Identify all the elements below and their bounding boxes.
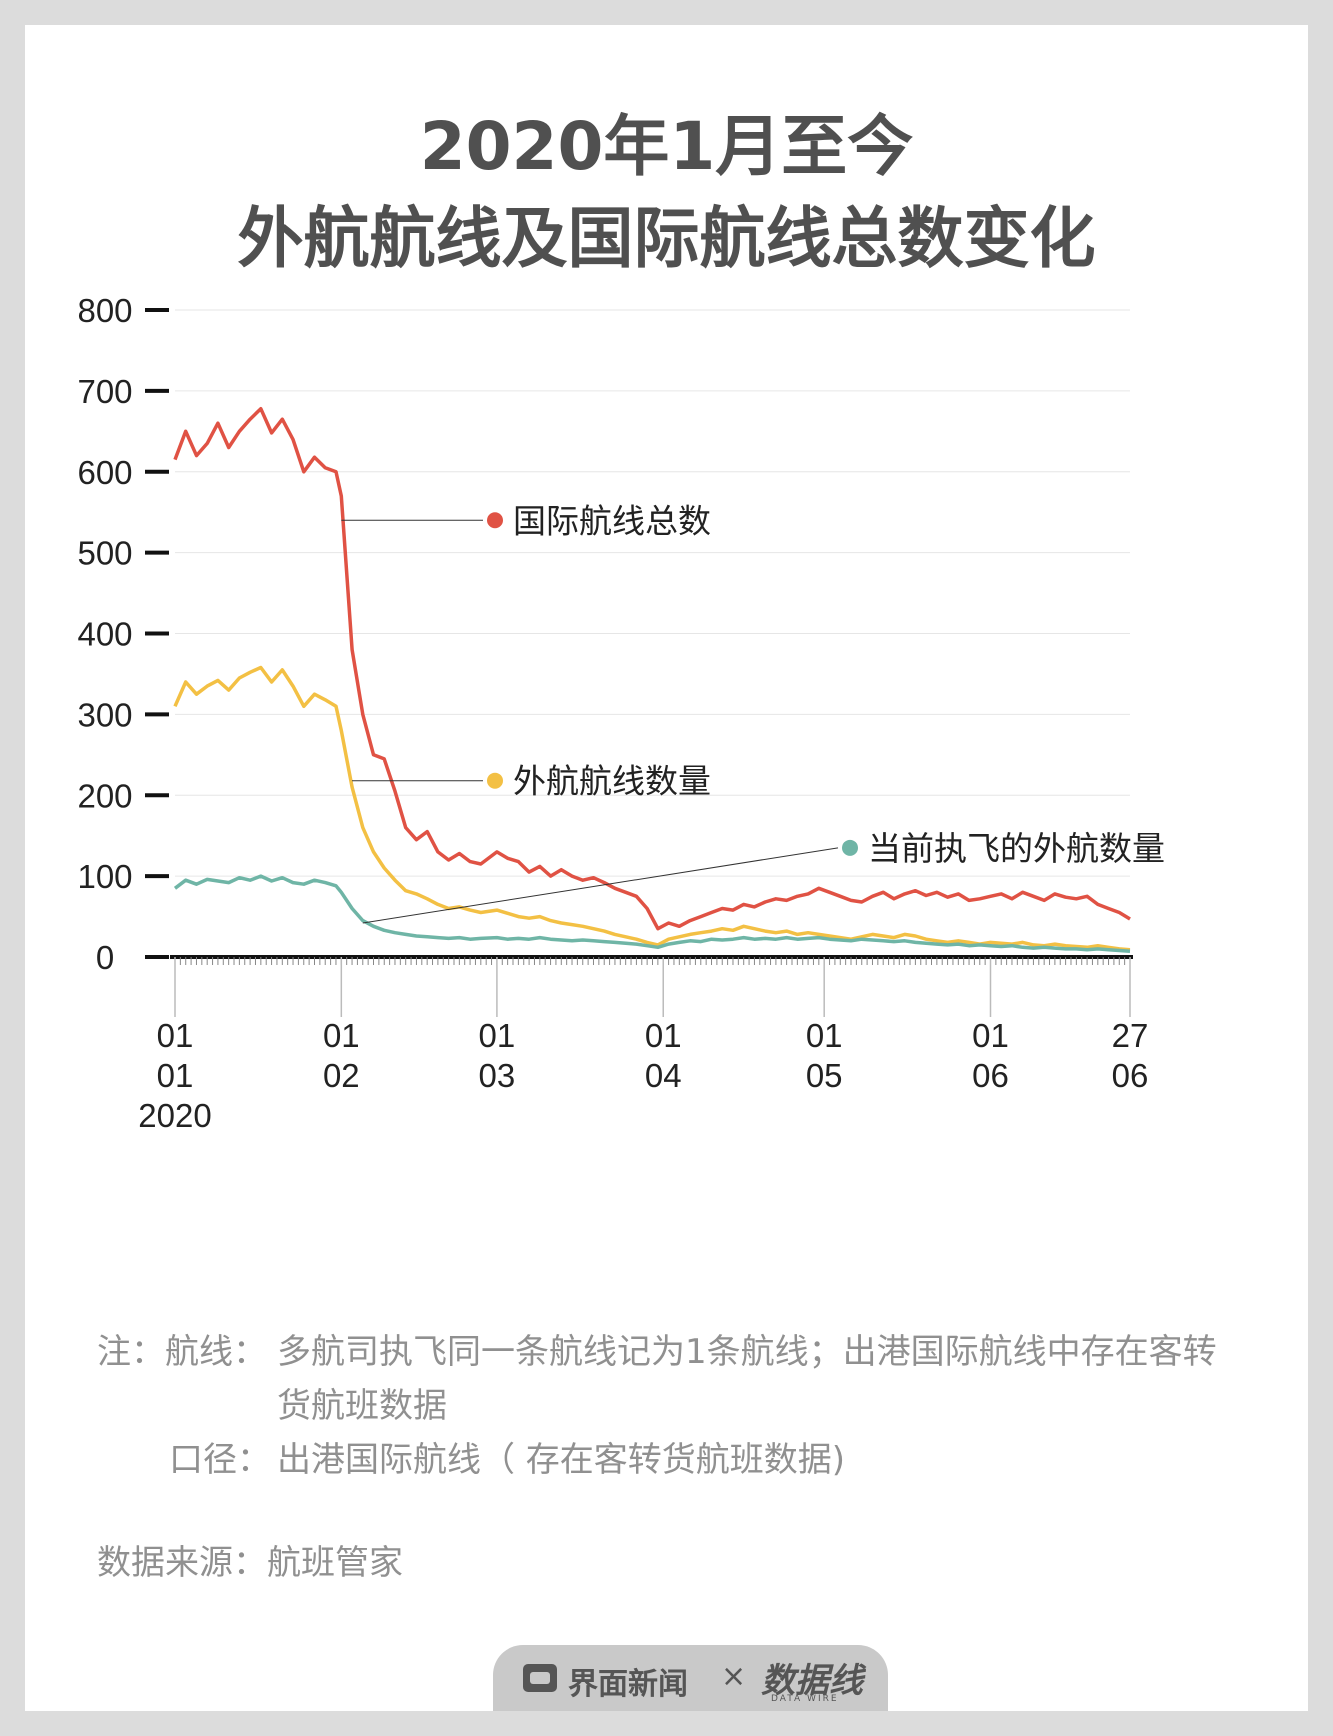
- x-tick-label: 01: [479, 1017, 516, 1054]
- y-tick-label-100: 100: [77, 858, 132, 895]
- y-tick-label-700: 700: [77, 373, 132, 410]
- x-tick-label: 01: [157, 1057, 194, 1094]
- y-axis: 0 100 200 300 400 500 600 700 800: [77, 292, 169, 976]
- annotation-dot-0: [487, 512, 503, 529]
- scope-text: 出港国际航线（ 存在客转货航班数据): [277, 1440, 846, 1480]
- notes: 注：航线： 多航司执飞同一条航线记为1条航线；出港国际航线中存在客转货航班数据 …: [97, 1325, 1237, 1487]
- series-line-0: [173, 406, 1131, 931]
- chart-card: 2020年1月至今 外航航线及国际航线总数变化 0 100 200 300 400 500…: [25, 25, 1308, 1711]
- scope-label: 口径：: [169, 1440, 271, 1480]
- series-group: [173, 406, 1131, 954]
- x-tick-label: 01: [157, 1017, 194, 1054]
- y-tick-label-400: 400: [77, 616, 132, 653]
- y-tick-label-300: 300: [77, 696, 132, 733]
- y-tick-label-200: 200: [77, 777, 132, 814]
- chart-title-line2: 外航航线及国际航线总数变化: [237, 200, 1096, 277]
- x-tick-label: 01: [323, 1017, 360, 1054]
- x-tick-label: 06: [972, 1057, 1009, 1094]
- annotation-dot-2: [842, 839, 858, 856]
- annotation-label-0: 国际航线总数: [513, 501, 711, 540]
- x-tick-label: 01: [645, 1017, 682, 1054]
- footer-brand-bar: 界面新闻 × 数据线 DATA WIRE: [493, 1645, 888, 1711]
- x-tick-label: 06: [1112, 1057, 1149, 1094]
- note-sub-label: 航线：: [165, 1332, 267, 1372]
- series-line-2: [173, 874, 1131, 954]
- note-text: 多航司执飞同一条航线记为1条航线；出港国际航线中存在客转货航班数据: [277, 1332, 1217, 1426]
- partner-logo: 数据线: [761, 1661, 863, 1701]
- x-tick-label: 01: [972, 1017, 1009, 1054]
- annotation-label-2: 当前执飞的外航数量: [868, 829, 1165, 868]
- y-tick-label-800: 800: [77, 292, 132, 329]
- partner-logo-sub: DATA WIRE: [771, 1694, 839, 1704]
- annotation-leader-2: [362, 847, 839, 924]
- annotation-dot-1: [487, 772, 503, 789]
- x-tick-label: 2020: [138, 1097, 211, 1134]
- y-tick-label-0: 0: [96, 939, 114, 976]
- x-tick-label: 05: [806, 1057, 843, 1094]
- note-label: 注：: [97, 1332, 165, 1372]
- x-tick-label: 27: [1112, 1017, 1149, 1054]
- series-line-1: [173, 665, 1131, 952]
- x-tick-label: 03: [479, 1057, 516, 1094]
- x-tick-label: 04: [645, 1057, 682, 1094]
- chart-title-line1: 2020年1月至今: [419, 108, 914, 185]
- x-tick-label: 01: [806, 1017, 843, 1054]
- brand-name: 界面新闻: [568, 1667, 688, 1702]
- annotation-label-1: 外航航线数量: [513, 762, 711, 801]
- data-source: 数据来源：航班管家: [97, 1543, 403, 1583]
- y-tick-label-500: 500: [77, 535, 132, 572]
- y-tick-label-600: 600: [77, 454, 132, 491]
- times-symbol: ×: [721, 1659, 747, 1694]
- jiemian-logo-icon: [523, 1664, 557, 1692]
- x-tick-label: 02: [323, 1057, 360, 1094]
